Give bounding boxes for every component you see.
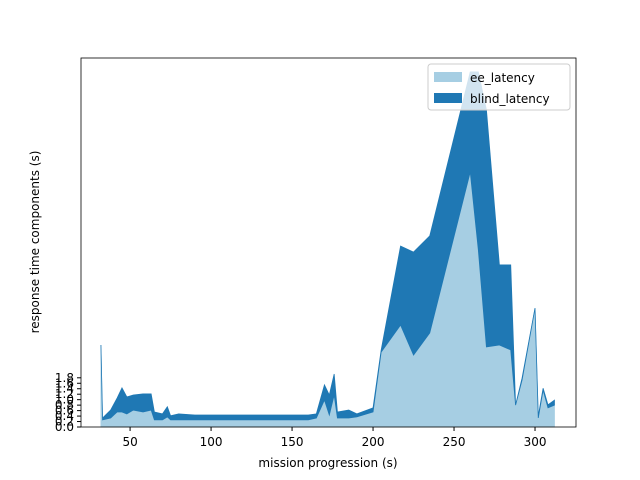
x-tick-label: 200 — [362, 435, 385, 449]
y-tick-label: 0.2 — [55, 415, 74, 429]
x-tick-label: 100 — [200, 435, 223, 449]
x-tick-label: 150 — [281, 435, 304, 449]
y-tick-label: 0.8 — [55, 398, 74, 412]
area — [100, 71, 555, 421]
y-tick-label: 1.6 — [55, 376, 74, 390]
x-tick-label: 300 — [524, 435, 547, 449]
y-tick-label: 1.0 — [55, 393, 74, 407]
plot-frame — [80, 57, 577, 428]
y-tick-label: 0.0 — [55, 420, 74, 434]
x-tick-label: 50 — [122, 435, 137, 449]
y-tick-label: 1.4 — [55, 382, 74, 396]
legend-frame — [427, 63, 571, 111]
legend-swatch — [434, 93, 462, 103]
y-tick-label: 0.6 — [55, 404, 74, 418]
legend-label: ee_latency — [470, 71, 535, 85]
x-axis-label: mission progression (s) — [258, 456, 397, 470]
y-tick-label: 0.4 — [55, 409, 74, 423]
legend-swatch — [434, 72, 462, 82]
legend-label: blind_latency — [470, 92, 550, 106]
y-axis-label: response time components (s) — [28, 151, 42, 334]
x-tick-label: 250 — [443, 435, 466, 449]
y-tick-label: 1.2 — [55, 387, 74, 401]
y-tick-label: 1.8 — [55, 371, 74, 385]
